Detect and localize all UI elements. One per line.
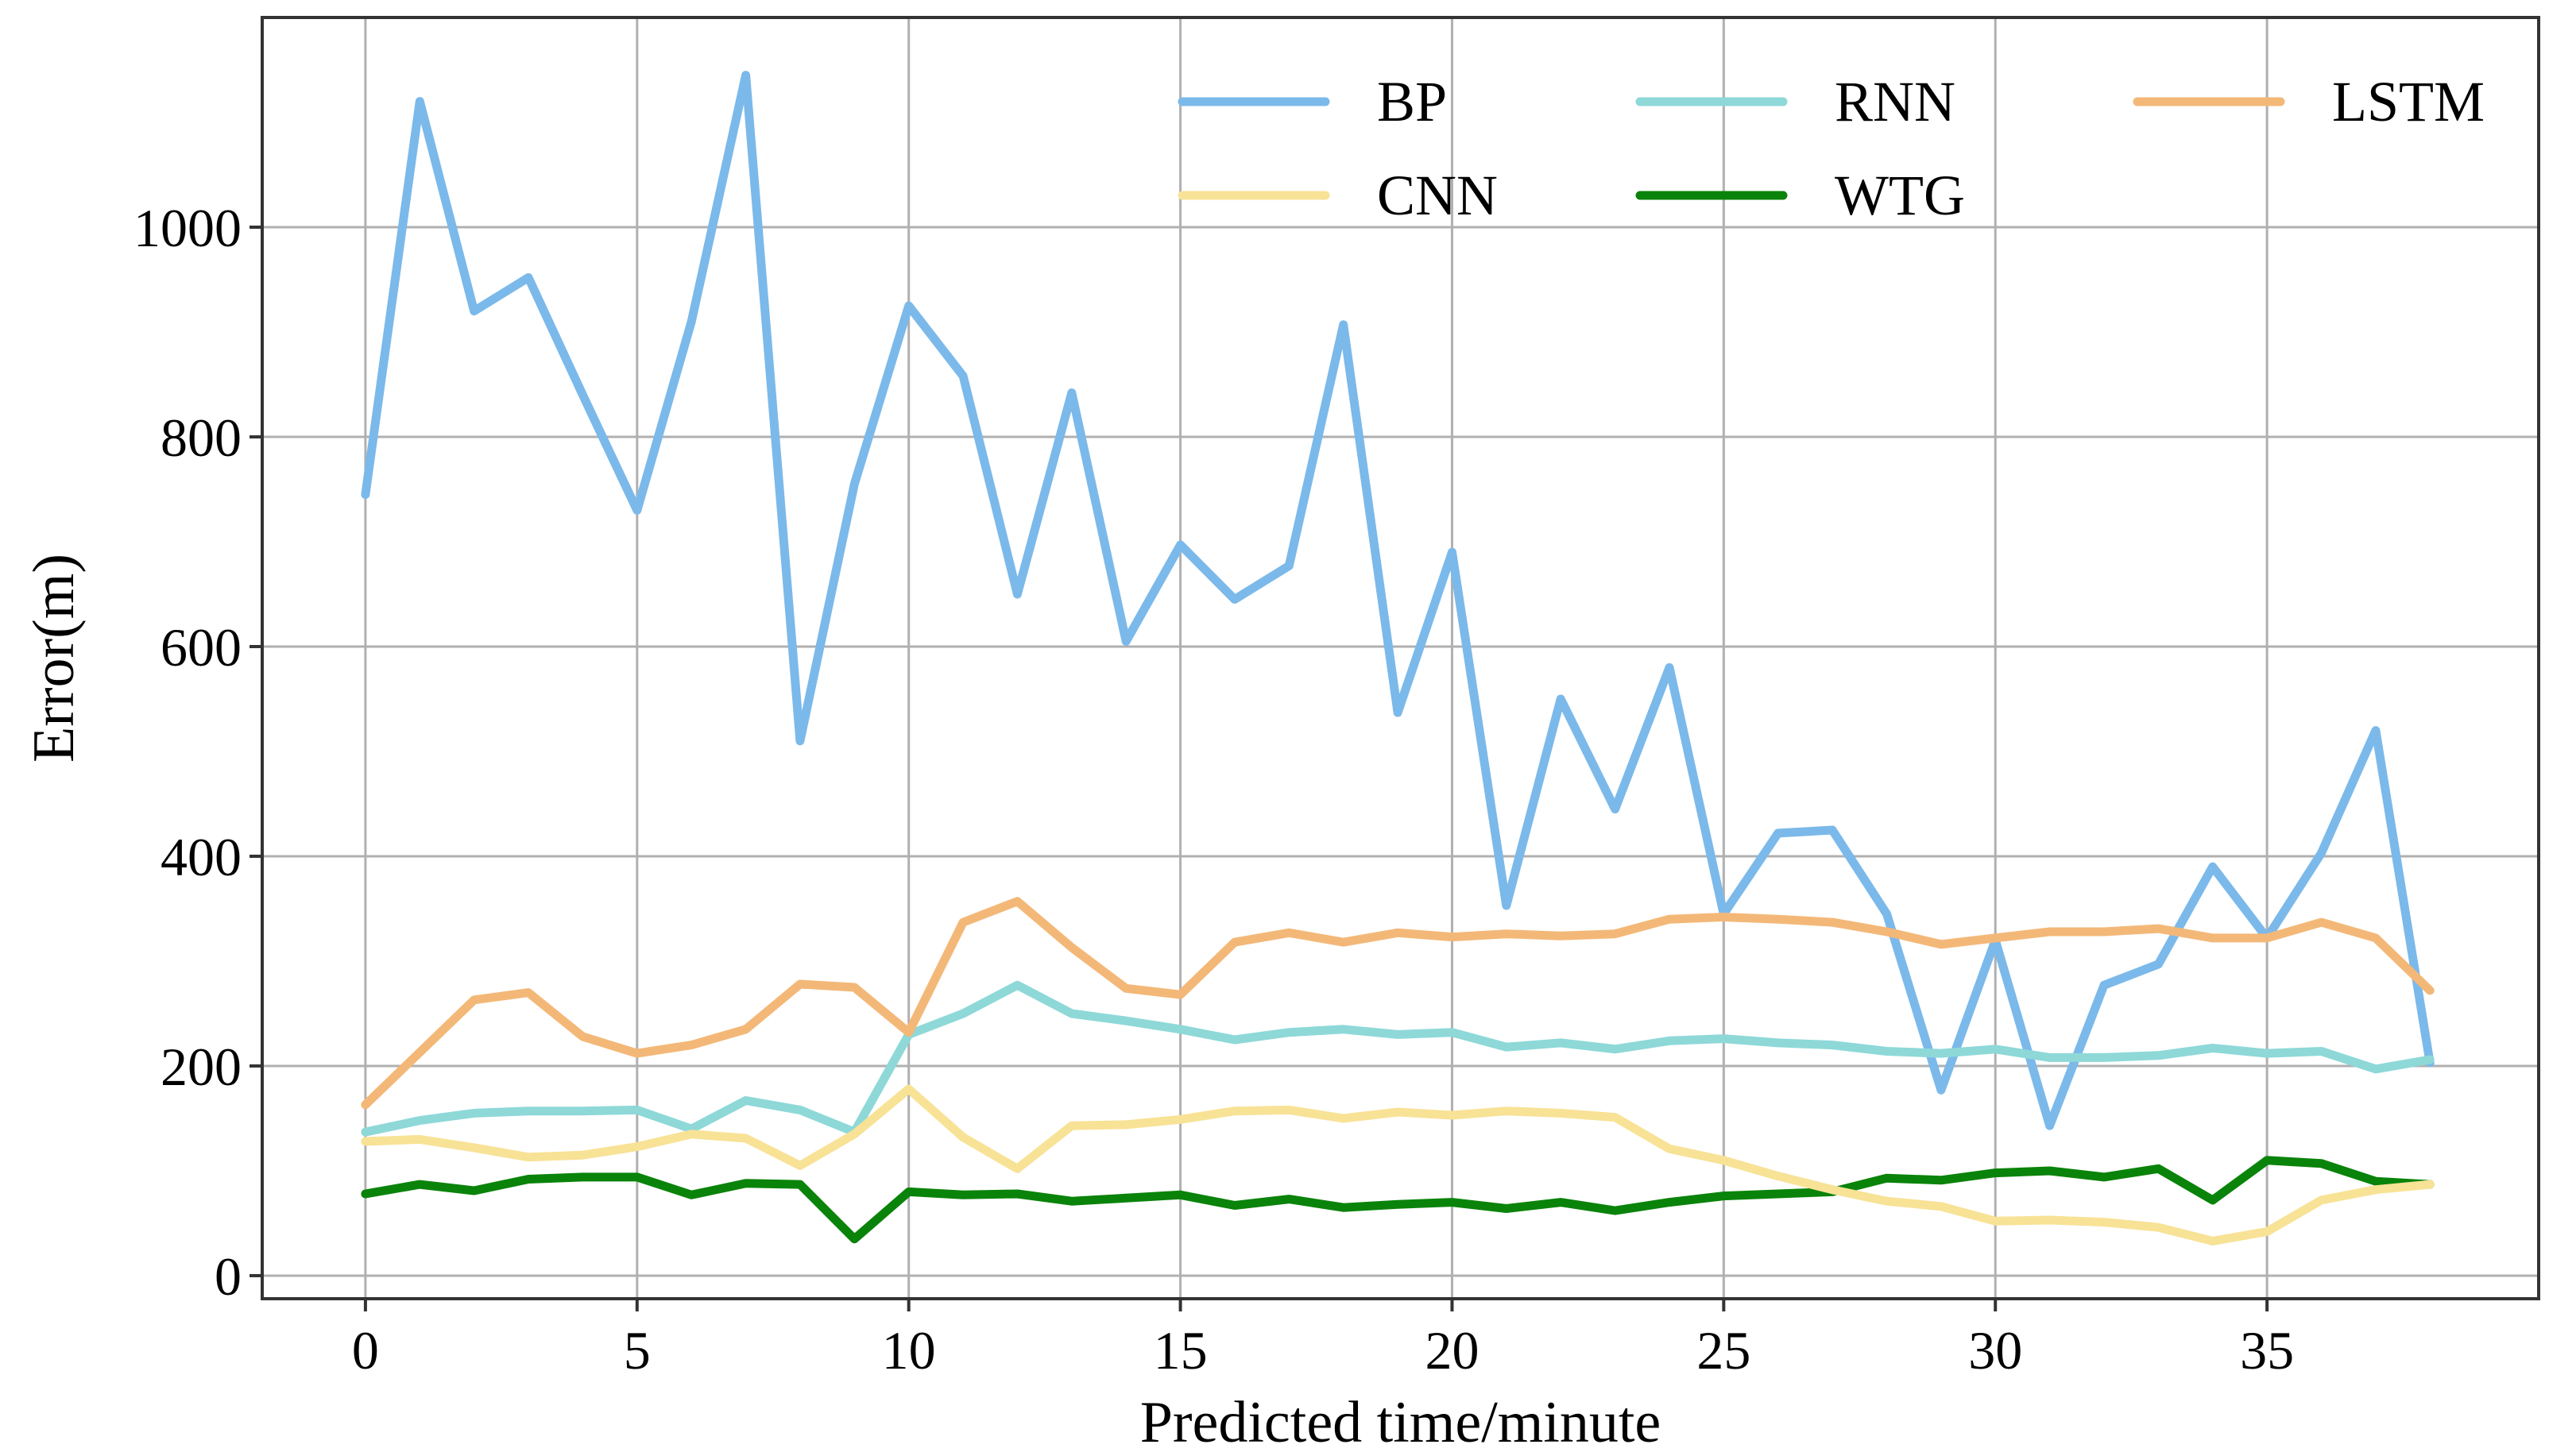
legend-label-lstm: LSTM <box>2332 70 2485 133</box>
y-tick-label: 800 <box>161 407 242 468</box>
legend-label-cnn: CNN <box>1377 164 1498 227</box>
series-line-cnn <box>361 1084 2435 1246</box>
x-tick-label: 20 <box>1425 1320 1479 1381</box>
plot-area-frame <box>261 16 2540 1300</box>
legend-label-rnn: RNN <box>1835 70 1955 133</box>
series-line-lstm <box>361 897 2435 1110</box>
legend-item-cnn: CNN <box>1178 164 1498 227</box>
y-axis-label: Error(m) <box>21 554 87 763</box>
x-tick-label: 15 <box>1154 1320 1208 1381</box>
legend-item-wtg: WTG <box>1635 164 1965 227</box>
y-tick-label: 0 <box>215 1246 242 1307</box>
series-line-rnn <box>361 980 2435 1137</box>
y-gridlines <box>262 226 2539 1277</box>
y-tick-label: 200 <box>161 1037 242 1097</box>
legend-label-bp: BP <box>1377 70 1447 133</box>
x-axis-ticks: 0 5 10 15 20 25 30 35 <box>352 1299 2294 1381</box>
x-tick-label: 10 <box>882 1320 936 1381</box>
x-tick-label: 25 <box>1696 1320 1750 1381</box>
legend-item-bp: BP <box>1178 70 1447 133</box>
y-tick-label: 600 <box>161 617 242 678</box>
series-line-wtg <box>361 1156 2435 1244</box>
legend-item-lstm: LSTM <box>2133 70 2485 133</box>
x-tick-label: 5 <box>624 1320 651 1381</box>
series-lines <box>361 71 2435 1246</box>
legend-item-rnn: RNN <box>1635 70 1955 133</box>
legend-label-wtg: WTG <box>1835 164 1965 227</box>
legend: BP CNN RNN WTG LSTM <box>1178 70 2485 227</box>
x-axis-label: Predicted time/minute <box>1140 1390 1661 1455</box>
y-tick-label: 1000 <box>133 198 242 258</box>
series-line-bp <box>361 71 2435 1130</box>
y-axis-ticks: 0 200 400 600 800 1000 <box>133 198 262 1307</box>
x-tick-label: 0 <box>352 1320 379 1381</box>
x-tick-label: 35 <box>2240 1320 2294 1381</box>
y-tick-label: 400 <box>161 827 242 887</box>
x-tick-label: 30 <box>1968 1320 2022 1381</box>
x-gridlines <box>364 17 2269 1299</box>
